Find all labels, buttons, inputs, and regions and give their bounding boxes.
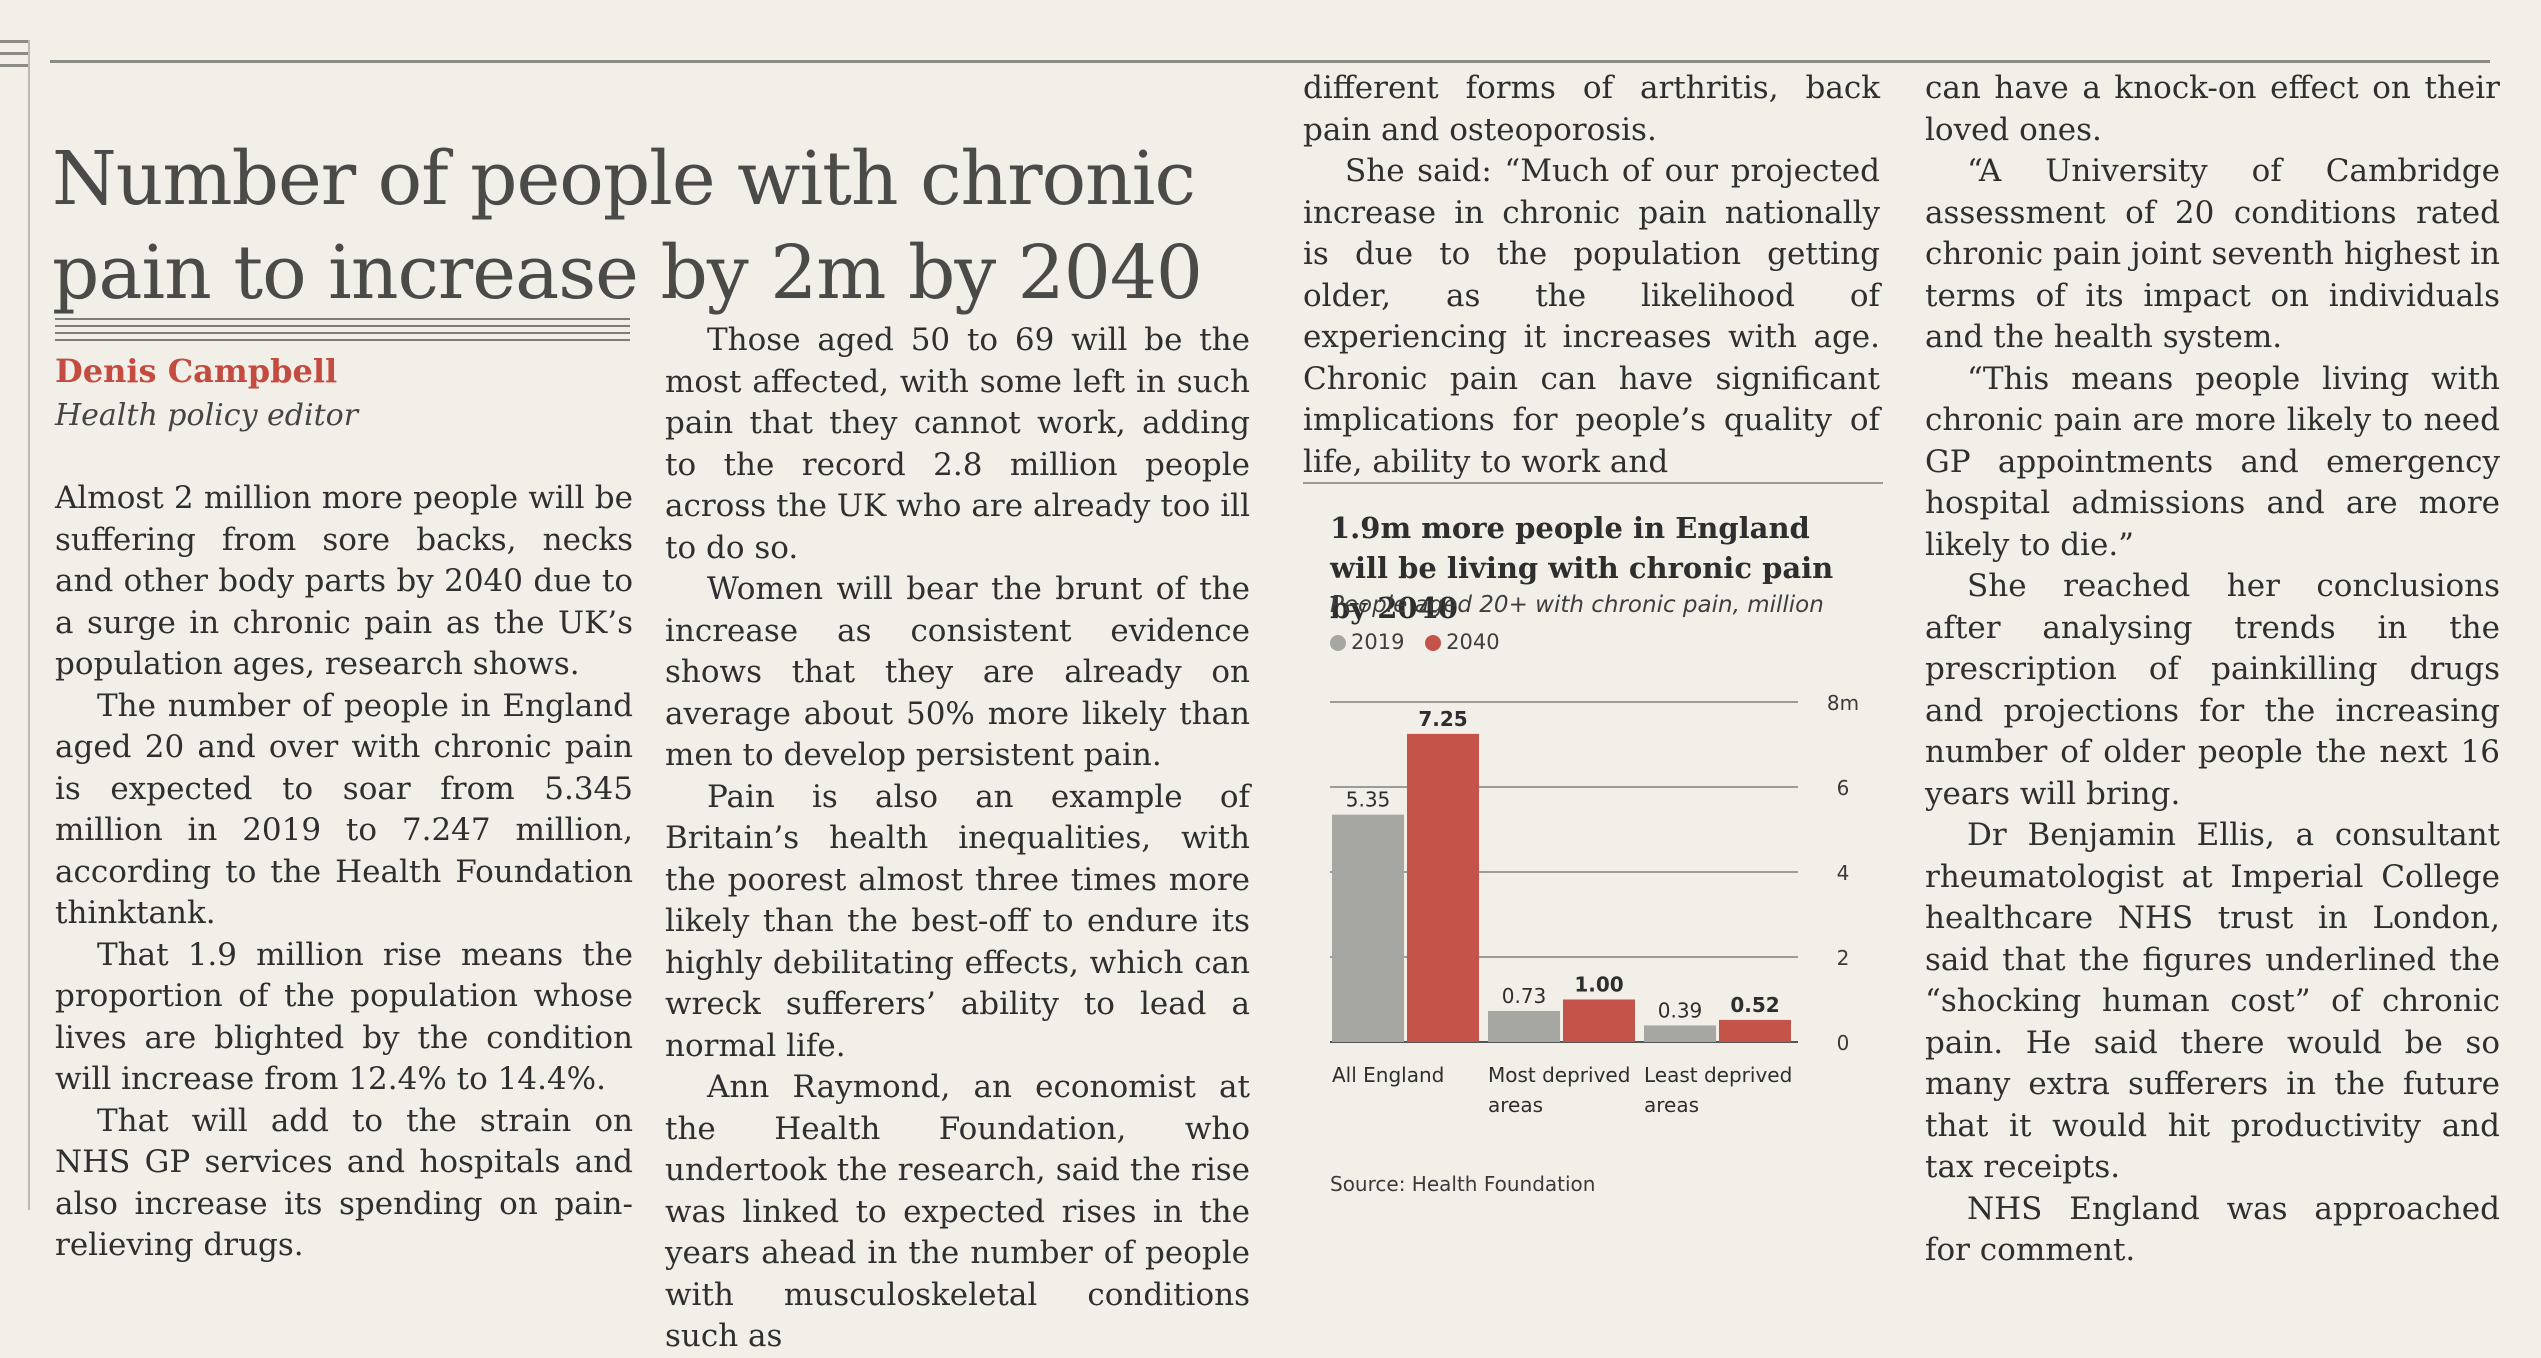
data-label: 1.00 <box>1574 973 1623 997</box>
page-edge-marks <box>0 40 28 76</box>
article-column-3: different forms of arthritis, back pain … <box>1303 68 1880 483</box>
article-column-1: Almost 2 million more people will be suf… <box>55 478 633 1267</box>
chart-legend: 2019 2040 <box>1330 630 1514 654</box>
paragraph: Ann Raymond, an economist at the Health … <box>665 1069 1250 1354</box>
paragraph: She reached her conclusions after analys… <box>1925 568 2500 812</box>
paragraph: That will add to the strain on NHS GP se… <box>55 1102 633 1264</box>
x-category-label: areas <box>1644 1093 1699 1117</box>
page-edge <box>28 40 30 1210</box>
data-label: 0.39 <box>1658 998 1703 1022</box>
x-category-label: areas <box>1488 1093 1543 1117</box>
legend-item-2019: 2019 <box>1330 630 1404 654</box>
bar-2040 <box>1719 1019 1791 1042</box>
chart-source: Source: Health Foundation <box>1330 1172 1596 1196</box>
headline-line-2: pain to increase by 2m by 2040 <box>52 229 1203 316</box>
x-category-label: Least deprived <box>1644 1063 1792 1087</box>
paragraph: Those aged 50 to 69 will be the most aff… <box>665 322 1250 566</box>
x-category-label: Most deprived <box>1488 1063 1630 1087</box>
paragraph: Women will bear the brunt of the increas… <box>665 571 1250 773</box>
paragraph: Almost 2 million more people will be suf… <box>55 480 633 682</box>
byline-role: Health policy editor <box>55 398 359 433</box>
y-tick-label: 8m <box>1827 691 1859 715</box>
paragraph: different forms of arthritis, back pain … <box>1303 70 1880 148</box>
top-rule <box>50 60 2490 63</box>
paragraph: The number of people in England aged 20 … <box>55 687 633 932</box>
data-label: 0.73 <box>1502 984 1547 1008</box>
chart-title: 1.9m more people in England will be livi… <box>1330 511 1834 625</box>
legend-label-2040: 2040 <box>1446 630 1500 654</box>
legend-item-2040: 2040 <box>1425 630 1500 654</box>
article-column-4: can have a knock-on effect on their love… <box>1925 68 2500 1272</box>
legend-swatch-2040 <box>1425 635 1442 651</box>
data-label: 5.35 <box>1346 788 1391 812</box>
legend-swatch-2019 <box>1330 635 1346 651</box>
headline-line-1: Number of people with chronic <box>52 135 1196 222</box>
paragraph: NHS England was approached for comment. <box>1925 1190 2500 1269</box>
paragraph: She said: “Much of our projected increas… <box>1303 153 1880 480</box>
paragraph: That 1.9 million rise means the proporti… <box>55 936 633 1098</box>
bar-2019 <box>1332 814 1404 1042</box>
legend-label-2019: 2019 <box>1351 630 1405 654</box>
data-label: 7.25 <box>1418 707 1467 731</box>
article-column-2: Those aged 50 to 69 will be the most aff… <box>665 320 1250 1358</box>
bar-2040 <box>1563 999 1635 1042</box>
paragraph: “A University of Cambridge assessment of… <box>1925 153 2500 355</box>
bar-2040 <box>1407 733 1479 1042</box>
y-tick-label: 0 <box>1837 1031 1850 1055</box>
byline-rules <box>55 318 630 346</box>
byline-author: Denis Campbell <box>55 352 338 390</box>
chart-top-rule <box>1303 482 1883 484</box>
chart-panel: 1.9m more people in England will be livi… <box>1303 482 1883 1204</box>
bar-chart: 0 2 4 6 8m 5.35 7.25 All England 0.73 1.00 Most de… <box>1330 691 1859 1117</box>
paragraph: Dr Benjamin Ellis, a consultant rheumato… <box>1925 817 2500 1185</box>
x-category-label: All England <box>1332 1063 1444 1087</box>
paragraph: can have a knock-on effect on their love… <box>1925 70 2500 148</box>
y-tick-label: 6 <box>1837 776 1850 800</box>
y-tick-label: 2 <box>1837 946 1850 970</box>
headline: Number of people with chronic pain to in… <box>52 132 1272 320</box>
data-label: 0.52 <box>1730 993 1779 1017</box>
bar-2019 <box>1644 1025 1716 1042</box>
paragraph: Pain is also an example of Britain’s hea… <box>665 778 1250 1064</box>
y-tick-label: 4 <box>1837 861 1850 885</box>
bar-2019 <box>1488 1010 1560 1042</box>
chart-subtitle: People aged 20+ with chronic pain, milli… <box>1330 592 1824 618</box>
paragraph: “This means people living with chronic p… <box>1925 360 2500 563</box>
